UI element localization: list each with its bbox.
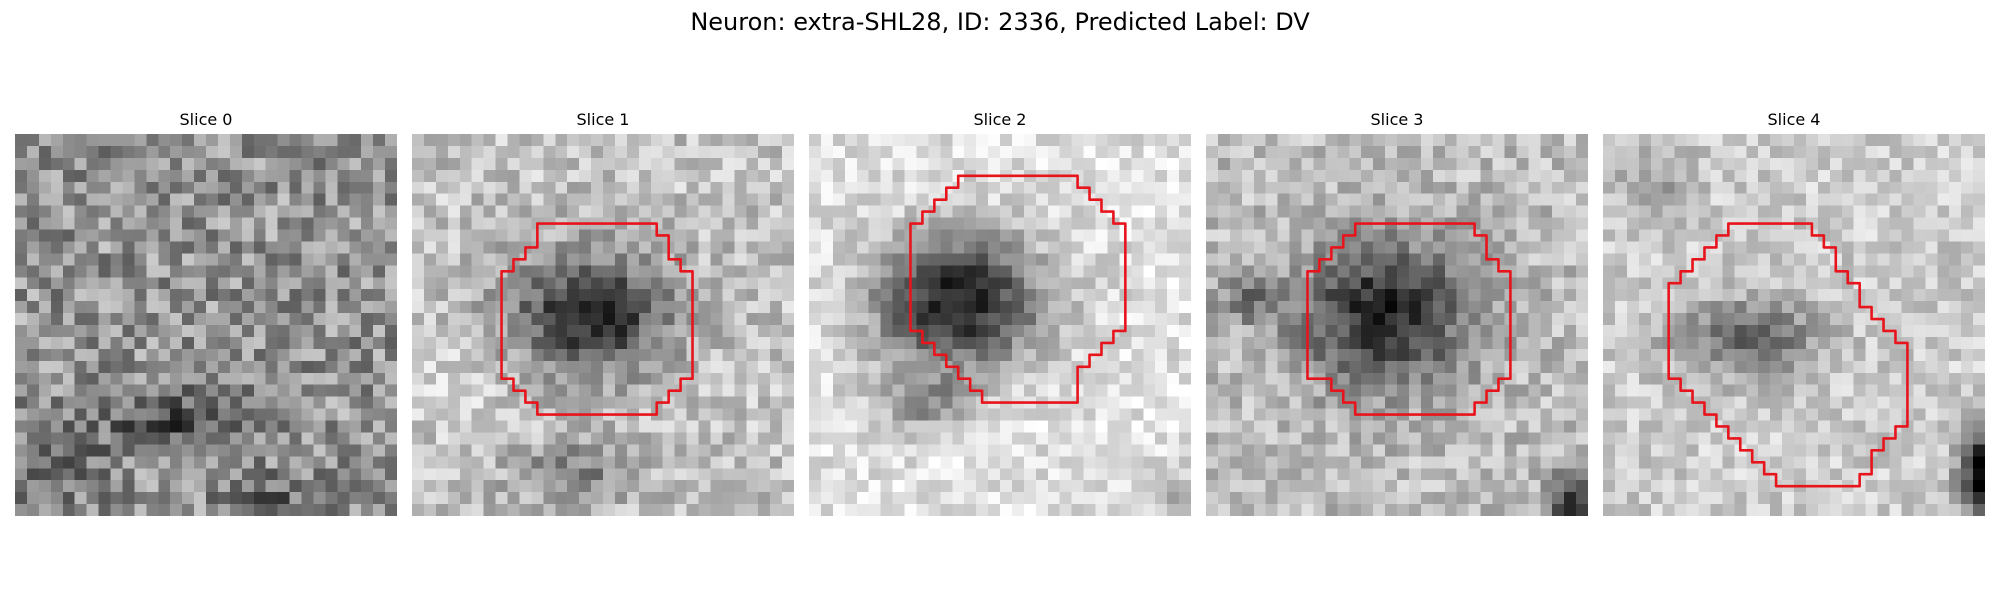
- slice-title: Slice 1: [412, 110, 794, 130]
- slice-image: [1206, 134, 1588, 516]
- slice-title: Slice 0: [15, 110, 397, 130]
- slice-title: Slice 4: [1603, 110, 1985, 130]
- slice-image: [412, 134, 794, 516]
- slice-panel: Slice 0: [15, 110, 397, 516]
- slice-panel: Slice 2: [809, 110, 1191, 516]
- slice-panel: Slice 4: [1603, 110, 1985, 516]
- slice-image: [1603, 134, 1985, 516]
- slice-image: [809, 134, 1191, 516]
- slice-title: Slice 2: [809, 110, 1191, 130]
- slice-title: Slice 3: [1206, 110, 1588, 130]
- slice-image: [15, 134, 397, 516]
- slice-panel: Slice 1: [412, 110, 794, 516]
- figure-title: Neuron: extra-SHL28, ID: 2336, Predicted…: [0, 8, 2000, 36]
- slice-panel: Slice 3: [1206, 110, 1588, 516]
